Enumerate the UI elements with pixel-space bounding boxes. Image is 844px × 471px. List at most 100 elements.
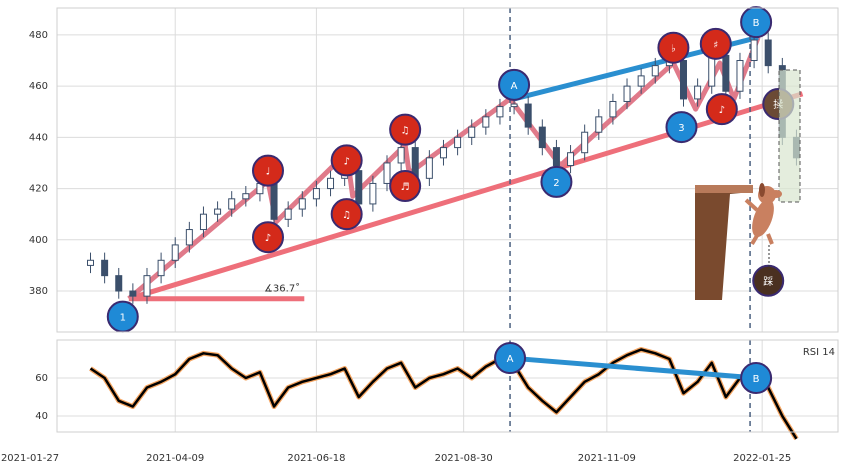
candle-body (736, 60, 744, 92)
marker-circle (699, 27, 732, 60)
marker: ♫ (330, 198, 363, 231)
y-tick-label: 480 (29, 30, 48, 41)
marker: A (494, 342, 527, 375)
cliff-top (695, 185, 753, 193)
candle-body (468, 126, 476, 138)
marker: 踩 (752, 264, 785, 297)
candle-body (171, 244, 179, 261)
marker-label: ♪ (343, 156, 349, 167)
marker: 3 (665, 111, 698, 144)
marker-label: ♪ (265, 233, 271, 244)
x-tick-label: 2021-06-18 (287, 453, 345, 464)
y-tick-label: 400 (29, 235, 48, 246)
y-tick-label: 60 (35, 373, 48, 384)
marker: ♯ (699, 27, 732, 60)
candle-body (228, 198, 236, 210)
rsi-panel (57, 340, 838, 432)
marker: ♭ (657, 31, 690, 64)
candle-body (637, 75, 645, 87)
marker-circle (740, 362, 773, 395)
y-tick-label: 40 (35, 411, 48, 422)
marker-label: ♭ (671, 44, 676, 55)
candle-body (242, 193, 250, 200)
marker-label: B (753, 18, 760, 29)
candle-body (355, 170, 363, 205)
rsi-line (89, 348, 798, 440)
marker-label: ♫ (342, 210, 351, 221)
candle-body (439, 147, 447, 159)
angle-label: ∡36.7˚ (264, 282, 300, 294)
dog (744, 183, 782, 270)
marker: 2 (540, 165, 573, 198)
candle-body (87, 259, 95, 266)
trend-line (509, 355, 757, 381)
candle-body (524, 103, 532, 128)
marker: A (498, 68, 531, 101)
marker-label: 3 (678, 123, 684, 134)
marker: ♩ (252, 154, 285, 187)
y-tick-label: 440 (29, 132, 48, 143)
candle-body (454, 136, 462, 149)
marker-label: A (507, 354, 514, 365)
candle-body (623, 85, 631, 102)
candle-body (270, 182, 278, 220)
price-frame (56, 7, 839, 333)
candle-body (397, 147, 405, 164)
marker-label: 踩 (763, 276, 773, 288)
candle-body (764, 39, 772, 67)
marker-label: A (511, 81, 518, 92)
marker-label: ♯ (713, 40, 718, 51)
candle-body (651, 65, 659, 77)
cliff (695, 186, 752, 300)
marker: ♪ (252, 221, 285, 254)
candle-body (298, 198, 306, 210)
candle-body (595, 116, 603, 133)
candle-body (284, 208, 292, 220)
candle-body (185, 229, 193, 246)
y-tick-label: 460 (29, 81, 48, 92)
candle-body (115, 275, 123, 292)
marker-circle (494, 342, 527, 375)
marker-circle (752, 264, 785, 297)
candle-body (369, 182, 377, 205)
candle-body (679, 60, 687, 100)
candle-body (552, 147, 560, 167)
marker: B (740, 6, 773, 39)
candle-body (722, 54, 730, 92)
candle-body (129, 290, 137, 297)
marker-circle (540, 165, 573, 198)
candle-body (143, 275, 151, 297)
marker-circle (498, 68, 531, 101)
candle-body (157, 259, 165, 277)
candle-body (510, 103, 518, 108)
x-tick-label: 2021-08-30 (435, 453, 493, 464)
rsi-frame (56, 339, 839, 433)
marker-circle (389, 170, 422, 203)
marker: ♬ (389, 170, 422, 203)
marker-label: ♫ (401, 126, 410, 137)
shade-box (778, 69, 801, 203)
marker-label: ♬ (401, 182, 410, 193)
candle-body (750, 39, 758, 62)
candle-body (383, 162, 391, 184)
candle-body (496, 106, 504, 118)
candle-body (425, 157, 433, 179)
candle-body (327, 177, 335, 190)
marker-circle (665, 111, 698, 144)
marker-label: 1 (120, 313, 126, 324)
rsi-label: RSI 14 (803, 347, 835, 358)
candle-body (538, 126, 546, 149)
x-tick-label: 2021-11-09 (578, 453, 636, 464)
marker: 1 (106, 300, 139, 333)
candle-body (482, 116, 490, 128)
marker: ♫ (389, 113, 422, 146)
marker-label: ♩ (266, 167, 271, 178)
candle-body (609, 100, 617, 118)
candle-body (694, 85, 702, 100)
candle-body (312, 188, 320, 200)
marker-label: 2 (553, 178, 559, 189)
marker-circle (389, 113, 422, 146)
candle-body (214, 208, 222, 215)
marker-label: 揉 (773, 98, 783, 111)
